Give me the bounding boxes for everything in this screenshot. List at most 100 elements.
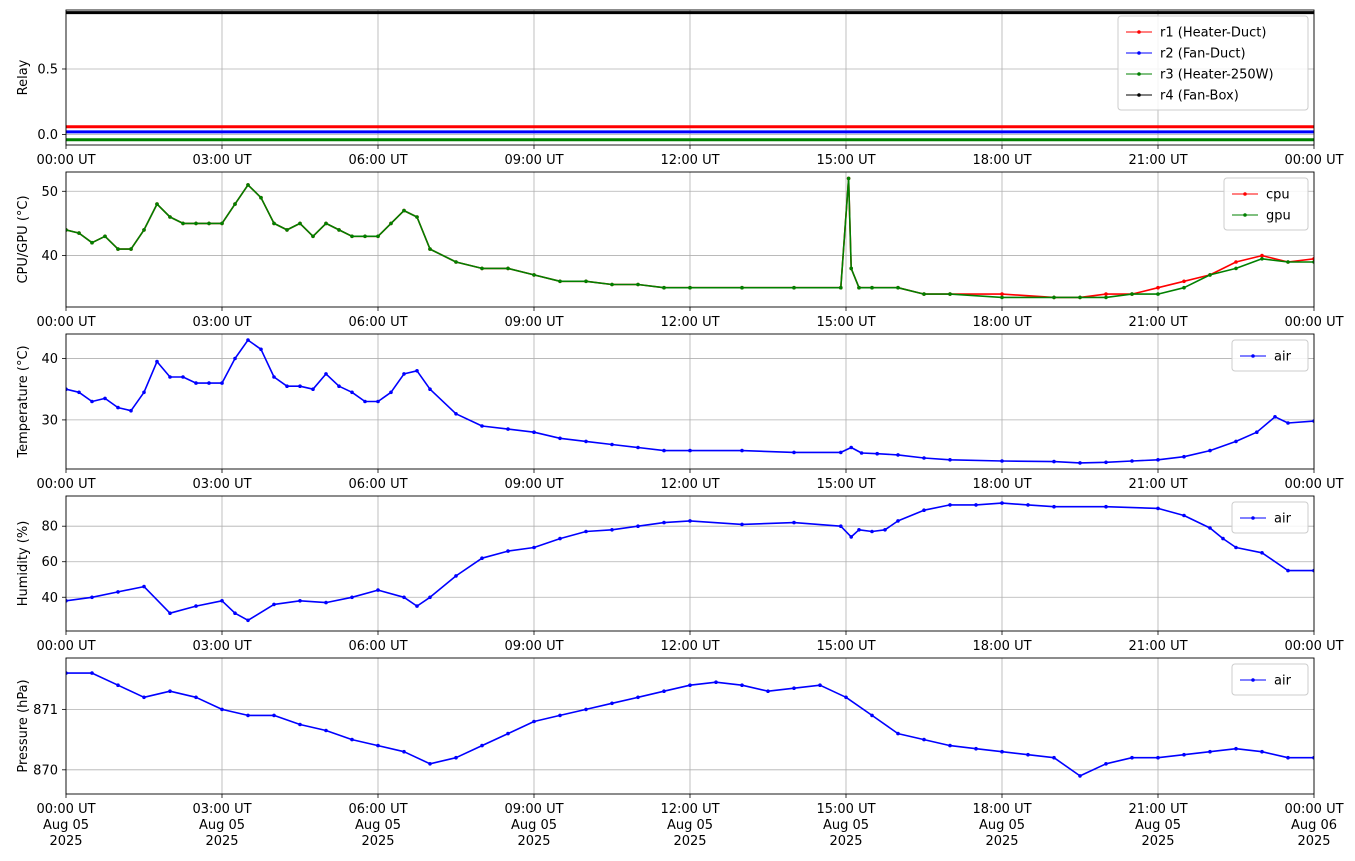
x-tick-label: 18:00 UT — [972, 802, 1031, 817]
data-point — [688, 519, 692, 523]
data-point — [948, 503, 952, 507]
x-tick-label: 15:00 UT — [816, 802, 875, 817]
data-point — [116, 590, 120, 594]
data-point — [1026, 752, 1030, 757]
x-tick-label: 00:00 UT — [36, 153, 95, 168]
data-point — [324, 221, 328, 226]
legend-label: air — [1274, 674, 1292, 689]
data-point — [194, 695, 198, 700]
data-point — [220, 221, 224, 226]
data-point — [181, 375, 185, 379]
legend-swatch-marker — [1251, 354, 1255, 358]
data-point — [1182, 752, 1186, 757]
data-point — [77, 390, 81, 395]
data-point — [90, 399, 94, 404]
data-point — [922, 508, 926, 512]
legend: air — [1231, 339, 1309, 372]
data-point — [272, 221, 276, 226]
data-point — [1000, 292, 1004, 296]
data-point — [376, 588, 380, 592]
data-point — [610, 528, 614, 532]
data-point — [259, 195, 263, 200]
y-axis-label: Humidity (%) — [16, 521, 31, 607]
legend-swatch-marker — [1137, 51, 1141, 55]
data-point — [1052, 755, 1056, 760]
data-point — [116, 247, 120, 251]
data-point — [155, 359, 159, 364]
y-tick-label: 40 — [41, 249, 58, 264]
x-tick-label: 06:00 UT — [348, 315, 407, 330]
data-point — [246, 618, 250, 623]
x-tick-year: 2025 — [1141, 834, 1174, 849]
data-point — [103, 234, 107, 239]
data-point — [1234, 545, 1238, 550]
data-point — [1260, 253, 1264, 258]
data-point — [688, 448, 692, 453]
data-point — [792, 686, 796, 690]
y-tick-label: 30 — [41, 413, 58, 428]
x-tick-label: 21:00 UT — [1128, 639, 1187, 654]
x-tick-label: 00:00 UT — [36, 315, 95, 330]
data-point — [584, 439, 588, 444]
data-point — [1208, 526, 1212, 530]
data-point — [870, 713, 874, 718]
x-tick-date: Aug 05 — [511, 818, 557, 833]
x-tick-label: 12:00 UT — [660, 639, 719, 654]
x-tick-year: 2025 — [205, 834, 238, 849]
data-point — [168, 611, 172, 615]
data-point — [532, 719, 536, 724]
data-point — [875, 451, 879, 456]
legend: r1 (Heater-Duct) r2 (Fan-Duct) r3 (Heater-… — [1117, 15, 1309, 111]
legend-swatch-marker — [1137, 93, 1141, 97]
data-point — [181, 221, 185, 226]
data-point — [1052, 504, 1056, 509]
data-point — [857, 285, 861, 290]
data-point — [168, 375, 172, 379]
data-point — [1182, 454, 1186, 459]
x-tick-label: 00:00 UT — [1284, 315, 1343, 330]
data-point — [839, 450, 843, 455]
data-point — [337, 228, 341, 232]
y-tick-label: 0.0 — [37, 128, 58, 143]
data-point — [259, 347, 263, 352]
legend: air — [1231, 501, 1309, 534]
data-point — [818, 683, 822, 687]
x-tick-label: 15:00 UT — [816, 315, 875, 330]
data-point — [480, 266, 484, 271]
legend-box — [1117, 15, 1309, 111]
legend-label: air — [1274, 512, 1292, 527]
data-point — [1078, 774, 1082, 778]
data-point — [285, 384, 289, 389]
data-point — [454, 260, 458, 264]
data-point — [142, 584, 146, 589]
legend: air — [1231, 663, 1309, 696]
data-point — [857, 528, 861, 532]
data-point — [428, 247, 432, 251]
data-point — [77, 231, 81, 235]
y-tick-label: 0.5 — [37, 62, 58, 77]
data-point — [389, 221, 393, 226]
data-point — [506, 549, 510, 553]
x-tick-label: 09:00 UT — [504, 153, 563, 168]
data-point — [90, 595, 94, 600]
x-tick-label: 09:00 UT — [504, 315, 563, 330]
data-point — [246, 713, 250, 718]
data-point — [948, 743, 952, 748]
data-point — [350, 234, 354, 239]
y-tick-label: 40 — [41, 352, 58, 367]
data-point — [454, 755, 458, 760]
data-point — [1221, 536, 1225, 541]
data-point — [1286, 260, 1290, 264]
data-point — [849, 266, 853, 271]
data-point — [129, 408, 133, 413]
data-point — [233, 356, 237, 361]
data-point — [272, 375, 276, 379]
data-point — [1286, 568, 1290, 573]
plot-area — [66, 671, 1314, 778]
data-point — [948, 292, 952, 296]
data-point — [1182, 279, 1186, 284]
x-tick-label: 00:00 UT — [36, 477, 95, 492]
data-point — [389, 390, 393, 395]
data-point — [428, 762, 432, 766]
